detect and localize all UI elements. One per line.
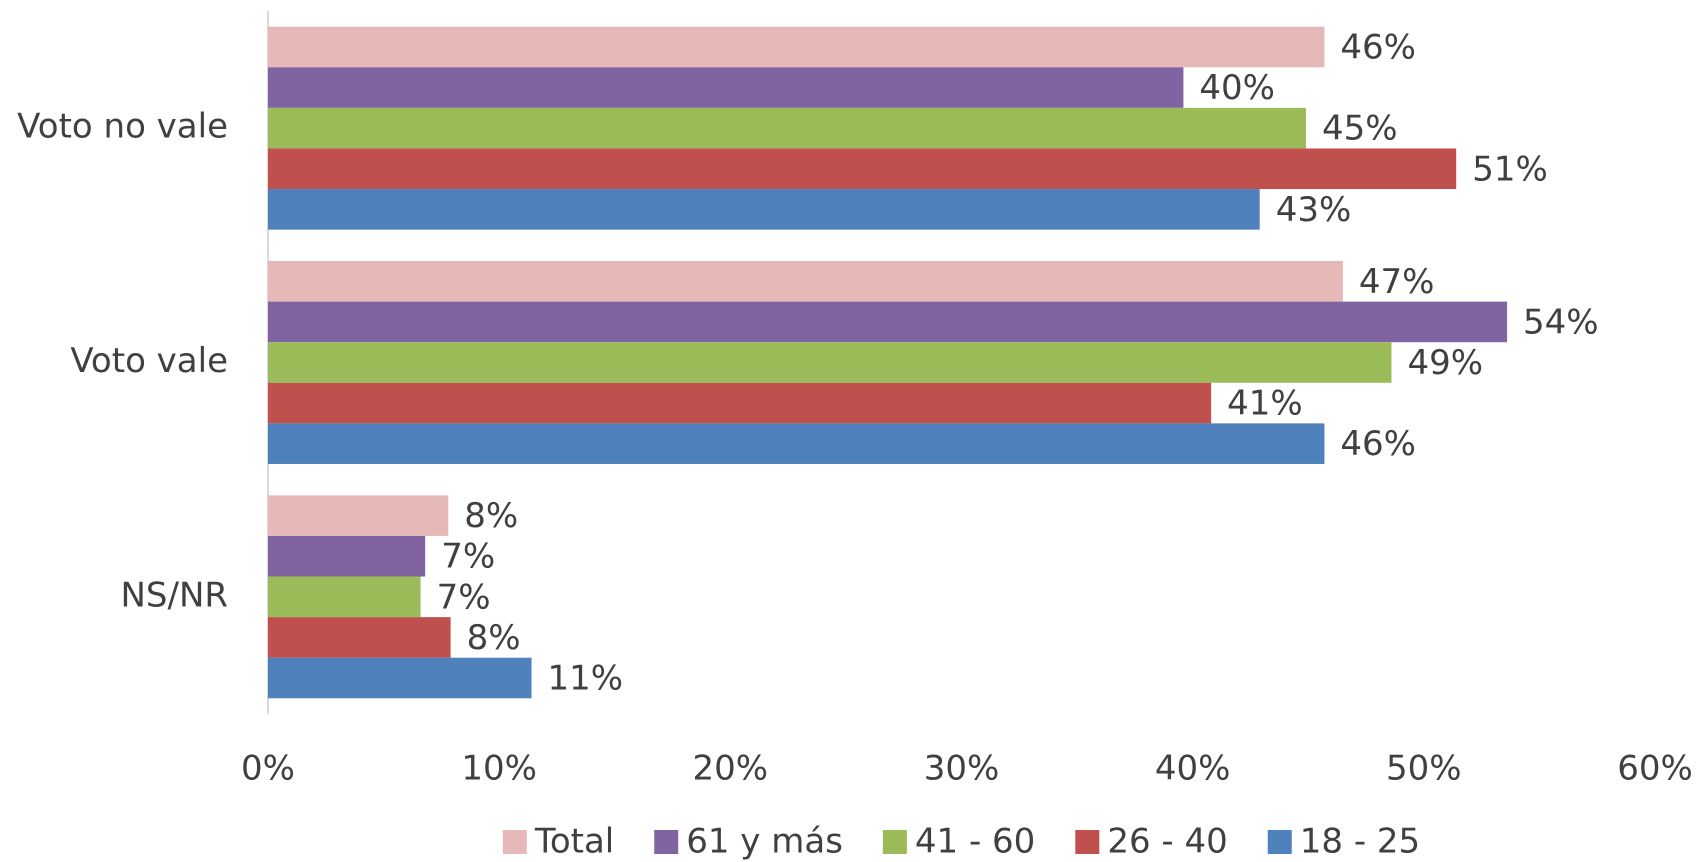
legend-swatch — [1268, 830, 1292, 854]
bar — [268, 383, 1211, 424]
bar — [268, 67, 1183, 108]
bar — [268, 658, 532, 699]
data-label: 8% — [464, 496, 518, 536]
bar — [268, 577, 421, 618]
bar — [268, 108, 1306, 149]
bar — [268, 423, 1324, 464]
bar — [268, 536, 425, 577]
legend-label: Total — [534, 822, 614, 862]
bar — [268, 342, 1391, 383]
legend-swatch — [1075, 830, 1099, 854]
data-label: 7% — [437, 577, 491, 617]
legend-label: 61 y más — [686, 822, 843, 862]
chart: 0% 10% 20% 30% 40% 50% 60% Voto no vale 46% 40% 45… — [0, 0, 1696, 862]
legend-swatch — [503, 830, 527, 854]
bar — [268, 189, 1260, 230]
x-tick-label: 0% — [241, 749, 295, 789]
data-label: 8% — [467, 618, 521, 658]
category-label: Voto vale — [70, 341, 228, 381]
x-tick-label: 30% — [924, 749, 1000, 789]
data-label: 49% — [1407, 343, 1483, 383]
legend-label: 41 - 60 — [915, 822, 1035, 862]
category-label: Voto no vale — [17, 107, 228, 147]
bar — [268, 302, 1507, 343]
legend-label: 26 - 40 — [1107, 822, 1227, 862]
x-tick-label: 40% — [1155, 749, 1231, 789]
legend-swatch — [883, 830, 907, 854]
data-label: 46% — [1340, 424, 1416, 464]
legend-label: 18 - 25 — [1300, 822, 1420, 862]
bar — [268, 495, 448, 536]
bar — [268, 27, 1324, 68]
category-label: NS/NR — [120, 575, 228, 615]
data-label: 43% — [1276, 190, 1352, 230]
data-label: 45% — [1322, 109, 1398, 149]
legend-swatch — [654, 830, 678, 854]
data-label: 47% — [1359, 262, 1435, 302]
data-label: 51% — [1472, 149, 1548, 189]
x-tick-label: 20% — [693, 749, 769, 789]
data-label: 11% — [548, 659, 624, 699]
bar — [268, 148, 1456, 189]
bar — [268, 261, 1343, 302]
x-tick-label: 60% — [1617, 749, 1693, 789]
x-tick-label: 10% — [461, 749, 537, 789]
data-label: 46% — [1340, 27, 1416, 67]
data-label: 41% — [1227, 384, 1303, 424]
data-label: 54% — [1523, 302, 1599, 342]
x-tick-label: 50% — [1386, 749, 1462, 789]
data-label: 40% — [1199, 68, 1275, 108]
bar — [268, 617, 451, 658]
data-label: 7% — [441, 537, 495, 577]
